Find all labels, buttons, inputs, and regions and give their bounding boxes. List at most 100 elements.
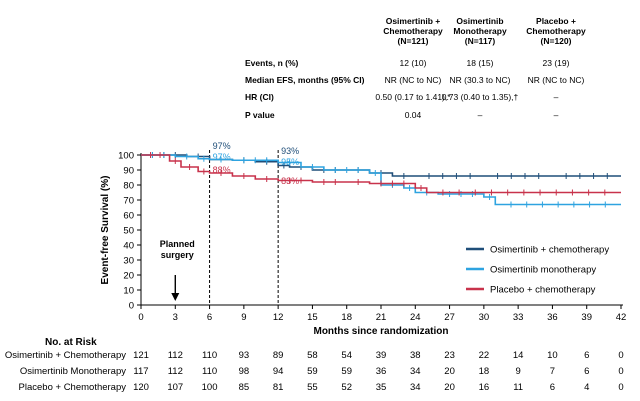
column-header-2-line-1: Chemotherapy [526, 26, 586, 36]
km-curve-osi_mono [141, 154, 621, 206]
x-tick-label-30: 30 [479, 312, 490, 323]
table-row-label-0: Events, n (%) [245, 58, 299, 68]
risk-value-0-5: 58 [307, 350, 318, 361]
risk-value-1-12: 7 [550, 366, 555, 377]
x-tick-label-15: 15 [307, 312, 318, 323]
annotation-placebo-6mo: 88% [213, 165, 231, 175]
column-header-1-line-0: Osimertinib [456, 16, 503, 26]
table-cell-3-2: – [554, 110, 559, 120]
risk-value-1-7: 36 [376, 366, 387, 377]
risk-row-label-2: Placebo + Chemotherapy [19, 382, 127, 393]
risk-value-1-10: 18 [479, 366, 490, 377]
y-tick-label-40: 40 [123, 241, 134, 252]
y-tick-label-20: 20 [123, 271, 134, 282]
y-tick-label-10: 10 [123, 286, 134, 297]
risk-row-label-1: Osimertinib Monotherapy [20, 366, 126, 377]
risk-value-2-9: 20 [444, 382, 455, 393]
risk-value-2-13: 4 [584, 382, 589, 393]
table-cell-2-2: – [554, 92, 559, 102]
y-tick-label-60: 60 [123, 211, 134, 222]
risk-value-1-8: 34 [410, 366, 421, 377]
risk-value-2-4: 81 [273, 382, 284, 393]
column-header-2-line-2: (N=120) [541, 36, 572, 46]
table-cell-0-2: 23 (19) [543, 58, 570, 68]
risk-value-0-3: 93 [239, 350, 250, 361]
risk-value-0-7: 39 [376, 350, 387, 361]
x-tick-label-21: 21 [376, 312, 387, 323]
risk-value-0-1: 112 [168, 350, 183, 361]
table-cell-0-0: 12 (10) [400, 58, 427, 68]
column-header-1-line-1: Monotherapy [453, 26, 507, 36]
risk-value-2-3: 85 [239, 382, 250, 393]
legend-label-osi_chemo: Osimertinib + chemotherapy [490, 245, 609, 256]
risk-value-1-9: 20 [444, 366, 455, 377]
y-tick-label-100: 100 [118, 151, 134, 162]
x-tick-label-3: 3 [173, 312, 178, 323]
risk-value-0-6: 54 [341, 350, 352, 361]
table-row-label-2: HR (CI) [245, 92, 274, 102]
table-cell-3-1: – [478, 110, 483, 120]
risk-value-1-13: 6 [584, 366, 589, 377]
y-tick-label-80: 80 [123, 181, 134, 192]
risk-value-0-10: 22 [479, 350, 490, 361]
x-tick-label-36: 36 [547, 312, 558, 323]
y-tick-label-0: 0 [129, 301, 134, 312]
table-cell-1-2: NR (NC to NC) [528, 75, 585, 85]
table-cell-2-0: 0.50 (0.17 to 1.41),* [375, 92, 451, 102]
y-axis-label: Event-free Survival (%) [100, 176, 111, 285]
risk-value-1-0: 117 [133, 366, 148, 377]
legend-label-osi_mono: Osimertinib monotherapy [490, 265, 596, 276]
column-header-0-line-1: Chemotherapy [383, 26, 443, 36]
risk-table-title: No. at Risk [45, 337, 97, 348]
table-cell-2-1: 0.73 (0.40 to 1.35),† [442, 92, 519, 102]
table-row-label-1: Median EFS, months (95% CI) [245, 75, 365, 85]
x-tick-label-0: 0 [138, 312, 143, 323]
km-curve-placebo [141, 154, 621, 194]
annotation-osi_chemo-12mo: 93% [281, 146, 299, 156]
summary-table: Osimertinib +Chemotherapy(N=121)Osimerti… [245, 16, 586, 120]
y-tick-label-30: 30 [123, 256, 134, 267]
risk-value-2-12: 6 [550, 382, 555, 393]
risk-value-2-14: 0 [618, 382, 623, 393]
table-cell-1-1: NR (30.3 to NC) [450, 75, 511, 85]
legend: Osimertinib + chemotherapy Osimertinib mo… [466, 245, 609, 296]
risk-table: No. at Risk Osimertinib + Chemotherapy 121… [5, 337, 624, 393]
column-header-1-line-2: (N=117) [465, 36, 496, 46]
risk-value-0-4: 89 [273, 350, 284, 361]
x-tick-label-9: 9 [241, 312, 246, 323]
x-tick-label-18: 18 [341, 312, 352, 323]
risk-value-1-11: 9 [515, 366, 520, 377]
column-header-2-line-0: Placebo + [536, 16, 576, 26]
table-row-label-3: P value [245, 110, 275, 120]
x-tick-label-27: 27 [444, 312, 455, 323]
risk-value-2-7: 35 [376, 382, 387, 393]
risk-value-1-14: 0 [618, 366, 623, 377]
risk-value-0-13: 6 [584, 350, 589, 361]
censor-marks-placebo [150, 152, 606, 196]
risk-value-1-5: 59 [307, 366, 318, 377]
x-tick-label-39: 39 [581, 312, 592, 323]
x-tick-label-33: 33 [513, 312, 524, 323]
y-tick-label-70: 70 [123, 196, 134, 207]
risk-value-2-10: 16 [479, 382, 490, 393]
x-tick-label-24: 24 [410, 312, 421, 323]
risk-row-label-0: Osimertinib + Chemotherapy [5, 350, 126, 361]
x-tick-label-6: 6 [207, 312, 212, 323]
risk-value-0-0: 121 [133, 350, 149, 361]
y-tick-label-90: 90 [123, 166, 134, 177]
risk-value-0-12: 10 [547, 350, 558, 361]
table-cell-3-0: 0.04 [405, 110, 422, 120]
risk-value-2-6: 52 [341, 382, 352, 393]
risk-value-0-2: 110 [202, 350, 217, 361]
surgery-label-line-1: surgery [161, 250, 194, 260]
risk-value-0-9: 23 [444, 350, 455, 361]
annotation-osi_chemo-6mo: 97% [213, 141, 231, 151]
x-tick-label-12: 12 [273, 312, 284, 323]
x-axis-label: Months since randomization [313, 326, 448, 337]
column-header-0-line-0: Osimertinib + [386, 16, 441, 26]
risk-value-2-8: 34 [410, 382, 421, 393]
surgery-arrow-head [171, 293, 180, 301]
risk-value-2-2: 100 [202, 382, 218, 393]
